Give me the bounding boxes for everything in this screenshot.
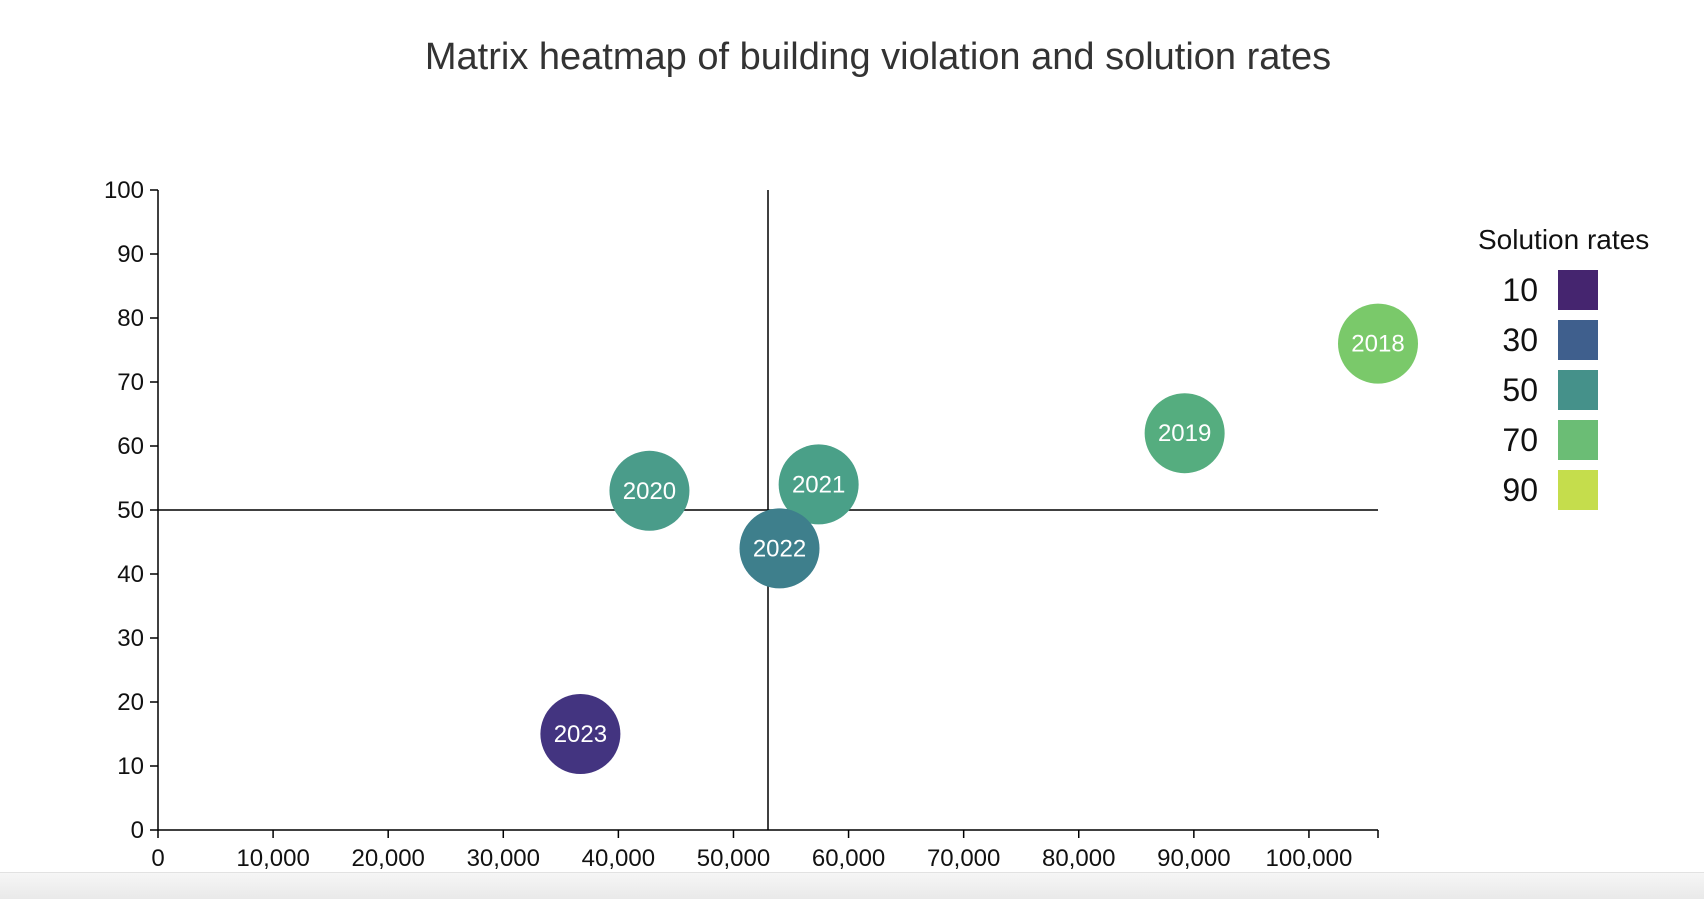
reference-lines xyxy=(158,190,1378,830)
legend-item-50: 50 xyxy=(1502,370,1598,410)
bubble-circle xyxy=(778,444,859,525)
bubble-circle xyxy=(1338,303,1418,384)
bubble-label: 2020 xyxy=(623,478,676,505)
x-tick-label: 0 xyxy=(151,845,164,872)
bubble-label: 2023 xyxy=(554,721,607,748)
bubble-2022: 2022 xyxy=(739,508,820,589)
x-tick-label: 10,000 xyxy=(236,845,309,872)
x-tick-label: 40,000 xyxy=(582,845,655,872)
legend-swatch xyxy=(1558,370,1598,410)
legend: Solution rates 10 30 50 70 90 xyxy=(1478,224,1649,510)
x-tick-label: 30,000 xyxy=(467,845,540,872)
x-tick-label: 60,000 xyxy=(812,845,885,872)
legend-title: Solution rates xyxy=(1478,224,1649,255)
bubble-circle xyxy=(1144,393,1225,474)
bubble-label: 2021 xyxy=(792,471,845,498)
bubble-2023: 2023 xyxy=(540,694,621,774)
legend-item-label: 50 xyxy=(1502,372,1538,408)
y-tick-label: 30 xyxy=(117,625,144,652)
x-tick-label: 80,000 xyxy=(1042,845,1115,872)
bubble-circle xyxy=(540,694,621,774)
axes-layer: 0 10 20 30 40 50 60 70 80 90 100 0 10,000 20,000 30,00… xyxy=(104,177,1379,872)
y-tick-label: 50 xyxy=(117,497,144,524)
bubble-2020: 2020 xyxy=(609,450,690,531)
y-tick-label: 20 xyxy=(117,689,144,716)
legend-item-90: 90 xyxy=(1502,470,1598,510)
y-tick-label: 80 xyxy=(117,305,144,332)
legend-swatch xyxy=(1558,320,1598,360)
x-tick-label: 50,000 xyxy=(697,845,770,872)
x-tick-label: 90,000 xyxy=(1157,845,1230,872)
y-tick-label: 40 xyxy=(117,561,144,588)
window-bottom-bar xyxy=(0,872,1704,899)
bubble-label: 2019 xyxy=(1158,420,1211,447)
legend-item-10: 10 xyxy=(1502,270,1598,310)
legend-swatch xyxy=(1558,470,1598,510)
y-tick-label: 0 xyxy=(131,817,144,844)
chart-title: Matrix heatmap of building violation and… xyxy=(424,36,1332,78)
bubble-circle xyxy=(609,450,690,531)
bubble-2021: 2021 xyxy=(778,444,859,525)
legend-item-label: 30 xyxy=(1502,322,1538,358)
y-tick-label: 100 xyxy=(104,177,144,204)
bubble-circle xyxy=(739,508,820,589)
y-tick-label: 90 xyxy=(117,241,144,268)
bubble-2018: 2018 xyxy=(1338,303,1418,384)
bubble-label: 2018 xyxy=(1351,331,1404,358)
x-tick-label: 70,000 xyxy=(927,845,1000,872)
legend-item-70: 70 xyxy=(1502,420,1598,460)
bubble-2019: 2019 xyxy=(1144,393,1225,474)
y-tick-label: 70 xyxy=(117,369,144,396)
y-tick-label: 10 xyxy=(117,753,144,780)
x-tick-label: 100,000 xyxy=(1266,845,1353,872)
legend-item-label: 90 xyxy=(1502,472,1538,508)
x-tick-label: 20,000 xyxy=(351,845,424,872)
legend-swatch xyxy=(1558,270,1598,310)
bubbles-layer: 2018 2019 2020 2021 2022 2023 xyxy=(540,303,1418,774)
legend-swatch xyxy=(1558,420,1598,460)
bubble-label: 2022 xyxy=(753,535,806,562)
legend-item-label: 70 xyxy=(1502,422,1538,458)
legend-item-label: 10 xyxy=(1502,272,1538,308)
y-tick-label: 60 xyxy=(117,433,144,460)
legend-item-30: 30 xyxy=(1502,320,1598,360)
